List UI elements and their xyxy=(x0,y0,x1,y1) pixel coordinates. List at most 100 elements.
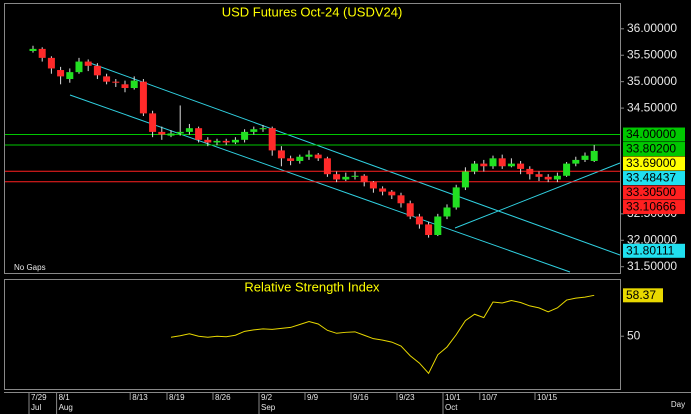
candle-body xyxy=(29,48,37,51)
x-tick-label: 9/2 xyxy=(261,393,273,402)
candle-body xyxy=(296,156,304,161)
candle-body xyxy=(544,176,552,180)
y-tick-label: 32.00000 xyxy=(627,232,677,246)
last-value-label: 58.37 xyxy=(626,288,656,302)
level-label: 34.00000 xyxy=(626,127,676,141)
y-tick-label: 34.50000 xyxy=(627,100,677,114)
level-label: 33.80200 xyxy=(626,142,676,156)
candle-body xyxy=(535,174,543,177)
candle-body xyxy=(130,80,138,89)
candle-body xyxy=(66,72,74,80)
candle-body xyxy=(572,159,580,164)
candle-body xyxy=(434,216,442,235)
candle-body xyxy=(268,128,276,151)
candle-body xyxy=(57,70,65,77)
candle-body xyxy=(553,175,561,180)
candle-body xyxy=(167,133,175,136)
candle-body xyxy=(195,128,203,140)
x-tick-label: 10/7 xyxy=(482,393,498,402)
y-tick-label: 31.50000 xyxy=(627,259,677,273)
candle-body xyxy=(342,176,350,180)
candle-body xyxy=(185,128,193,132)
month-label: Aug xyxy=(59,403,73,412)
candle-body xyxy=(250,129,258,132)
candle-body xyxy=(425,224,433,235)
rsi-panel xyxy=(4,279,621,390)
level-label: 31.80111 xyxy=(626,243,675,257)
candle-body xyxy=(38,48,46,58)
candle-body xyxy=(360,175,368,183)
x-tick-label: 9/23 xyxy=(399,393,415,402)
level-box xyxy=(623,200,685,215)
candle-body xyxy=(517,163,525,169)
chart-title: USD Futures Oct-24 (USDV24) xyxy=(222,4,403,19)
x-tick-label: 8/26 xyxy=(215,393,231,402)
month-label: Oct xyxy=(445,403,458,412)
candle-body xyxy=(369,182,377,189)
x-tick-label: 9/16 xyxy=(353,393,369,402)
candle-body xyxy=(47,57,55,69)
candle-body xyxy=(213,140,221,143)
candle-body xyxy=(563,163,571,176)
level-label: 33.30500 xyxy=(626,185,676,199)
y-tick-label: 35.50000 xyxy=(627,47,677,61)
x-tick-label: 8/13 xyxy=(132,393,148,402)
candle-body xyxy=(507,163,515,167)
candle-body xyxy=(103,76,111,82)
level-box xyxy=(623,243,685,258)
candle-body xyxy=(176,131,184,134)
level-label: 33.69000 xyxy=(626,156,676,170)
x-tick-label: 8/19 xyxy=(169,393,185,402)
month-label: Jul xyxy=(31,403,41,412)
channel-upper xyxy=(89,62,621,256)
candle-body xyxy=(277,150,285,159)
candle-body xyxy=(333,174,341,180)
candle-body xyxy=(489,158,497,167)
candle-body xyxy=(461,171,469,188)
y-tick-label: 36.00000 xyxy=(627,21,677,35)
x-tick-label: 8/1 xyxy=(59,393,71,402)
candle-body xyxy=(415,216,423,225)
candle-body xyxy=(259,128,267,130)
month-label: Sep xyxy=(261,403,276,412)
candle-body xyxy=(397,195,405,204)
trend-line xyxy=(454,162,621,229)
candle-body xyxy=(241,131,249,140)
level-box xyxy=(623,171,685,186)
level-box xyxy=(623,127,685,142)
candle-body xyxy=(287,158,295,161)
y-tick-label: 50 xyxy=(627,328,641,342)
x-tick-label: 9/9 xyxy=(307,393,319,402)
y-tick-label: 35.00000 xyxy=(627,74,677,88)
candle-body xyxy=(139,81,147,114)
x-tick-label: 10/15 xyxy=(537,393,558,402)
x-axis-label: Day xyxy=(671,400,685,409)
candle-body xyxy=(480,163,488,167)
candle-body xyxy=(305,154,313,157)
candle-body xyxy=(149,113,157,132)
candle-body xyxy=(231,139,239,143)
level-box xyxy=(623,185,685,200)
candle-body xyxy=(388,191,396,196)
candle-body xyxy=(204,139,212,143)
candle-body xyxy=(84,61,92,66)
last-value-box xyxy=(623,288,663,303)
candle-body xyxy=(471,163,479,172)
candle-body xyxy=(443,207,451,217)
level-box xyxy=(623,142,685,157)
x-tick-label: 7/29 xyxy=(31,393,47,402)
candle-body xyxy=(323,158,331,175)
candle-body xyxy=(498,158,506,167)
gap-note: No Gaps xyxy=(14,263,46,272)
candle-body xyxy=(121,84,129,89)
x-tick-label: 10/1 xyxy=(445,393,461,402)
level-label: 33.10666 xyxy=(626,200,676,214)
candle-body xyxy=(314,154,322,159)
candle-body xyxy=(581,155,589,160)
candle-body xyxy=(351,175,359,177)
candle-body xyxy=(379,188,387,192)
candle-body xyxy=(526,168,534,175)
